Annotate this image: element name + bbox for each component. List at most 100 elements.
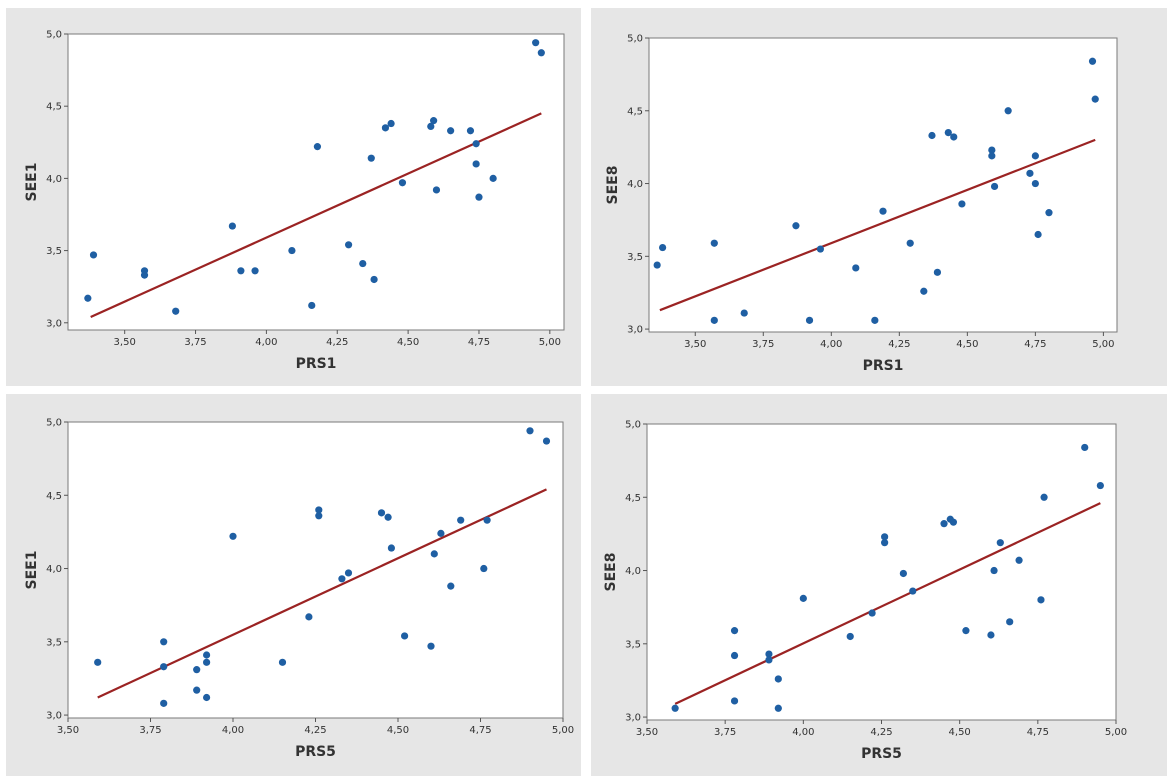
data-point <box>542 437 551 445</box>
data-point <box>792 222 800 230</box>
data-point <box>920 287 928 295</box>
data-point <box>1004 107 1012 115</box>
data-point <box>472 160 480 168</box>
data-point <box>816 245 825 253</box>
data-point <box>387 544 395 552</box>
data-point <box>203 651 211 659</box>
y-tick-label: 5,0 <box>46 418 62 429</box>
data-point <box>1091 95 1099 103</box>
data-point <box>950 133 958 141</box>
data-point <box>868 609 876 617</box>
y-axis-label: SEE8 <box>603 553 619 592</box>
data-point <box>710 316 718 324</box>
x-tick-label: 3,75 <box>714 727 736 738</box>
x-tick-label: 4,50 <box>956 339 978 350</box>
data-point <box>370 275 378 284</box>
data-point <box>852 264 860 272</box>
data-point <box>430 550 438 558</box>
data-point <box>928 131 936 140</box>
data-point <box>483 516 491 524</box>
data-point <box>432 186 441 194</box>
data-point <box>537 49 545 57</box>
y-tick-label: 4,5 <box>46 491 62 502</box>
data-point <box>1088 57 1097 65</box>
data-point <box>765 656 773 664</box>
data-point <box>359 259 367 268</box>
data-point <box>990 566 998 575</box>
data-point <box>1031 179 1039 188</box>
data-point <box>730 651 739 660</box>
data-point <box>160 663 168 671</box>
data-point <box>1040 493 1048 501</box>
data-point <box>1026 169 1034 177</box>
y-tick-label: 5,0 <box>46 30 62 41</box>
y-tick-label: 3,0 <box>46 318 62 329</box>
data-point <box>447 127 455 135</box>
x-tick-label: 3,50 <box>57 725 79 736</box>
data-point <box>344 569 353 577</box>
x-axis-label: PRS5 <box>295 744 336 760</box>
data-point <box>472 140 480 148</box>
data-point <box>160 638 168 646</box>
data-point <box>315 506 323 514</box>
data-point <box>949 518 958 526</box>
data-point <box>881 533 889 541</box>
y-axis-label: SEE8 <box>605 166 621 205</box>
scatter-chart-svg: 3,50 3,75 4,00 4,25 4,50 4,75 5,00 3,0 3,5 4,0 4,5… <box>24 418 574 761</box>
x-tick-label: 3,75 <box>184 337 206 348</box>
data-point <box>313 143 322 151</box>
data-point <box>305 613 313 621</box>
y-axis-label: SEE1 <box>24 551 40 590</box>
data-point <box>659 243 667 252</box>
data-point <box>730 627 739 635</box>
data-point <box>315 512 323 520</box>
chart-panel-see1-prs5: 3,50 3,75 4,00 4,25 4,50 4,75 5,00 3,0 3,5 4,0 4,5… <box>6 394 581 776</box>
data-point <box>384 513 392 521</box>
data-point <box>430 117 438 125</box>
y-tick-label: 3,0 <box>46 711 62 722</box>
data-point <box>987 631 995 639</box>
x-axis-label: PRS1 <box>863 358 904 374</box>
data-point <box>730 697 739 705</box>
data-point <box>526 427 534 435</box>
data-point <box>799 594 807 602</box>
x-tick-label: 4,25 <box>888 339 910 350</box>
scatter-chart-svg: 3,50 3,75 4,00 4,25 4,50 4,75 5,00 3,0 3,5 4,0 4,5… <box>605 34 1118 374</box>
y-tick-label: 5,0 <box>627 34 643 45</box>
data-point <box>437 529 445 537</box>
data-point <box>879 207 887 215</box>
data-point <box>962 627 970 635</box>
x-tick-label: 5,00 <box>1092 339 1114 350</box>
data-point <box>160 699 168 707</box>
x-tick-label: 3,75 <box>752 339 774 350</box>
data-point <box>193 666 201 674</box>
data-point <box>457 516 465 524</box>
data-point <box>1015 556 1023 564</box>
data-point <box>489 174 497 182</box>
y-tick-label: 4,5 <box>46 102 62 113</box>
x-tick-label: 4,00 <box>792 727 814 738</box>
data-point <box>1037 596 1045 604</box>
regression-line <box>97 488 547 699</box>
scatter-chart-svg: 3,50 3,75 4,00 4,25 4,50 4,75 5,00 3,0 3,5 4,0 4,5… <box>603 420 1127 763</box>
data-point <box>1081 443 1089 452</box>
x-tick-label: 4,25 <box>870 727 892 738</box>
data-point <box>805 316 814 324</box>
data-point <box>1031 152 1039 160</box>
x-axis-label: PRS5 <box>861 746 902 762</box>
data-point <box>140 271 149 279</box>
data-point <box>774 704 782 712</box>
data-point <box>377 509 386 517</box>
data-point <box>251 267 259 275</box>
chart-panel-see8-prs5: 3,50 3,75 4,00 4,25 4,50 4,75 5,00 3,0 3,5 4,0 4,5… <box>591 394 1167 776</box>
plot-area <box>67 33 565 331</box>
y-tick-label: 3,5 <box>46 246 62 257</box>
y-tick-label: 4,0 <box>46 174 62 185</box>
chart-panel-see8-prs1: 3,50 3,75 4,00 4,25 4,50 4,75 5,00 3,0 3,5 4,0 4,5… <box>591 8 1167 386</box>
data-point <box>84 294 92 302</box>
data-point <box>774 675 782 683</box>
chart-panel-see1-prs1: 3,50 3,75 4,00 4,25 4,50 4,75 5,00 3,0 3,5 4,0 4,5… <box>6 8 581 386</box>
regression-line <box>90 112 542 319</box>
data-point <box>228 222 236 230</box>
x-tick-label: 4,50 <box>397 337 419 348</box>
